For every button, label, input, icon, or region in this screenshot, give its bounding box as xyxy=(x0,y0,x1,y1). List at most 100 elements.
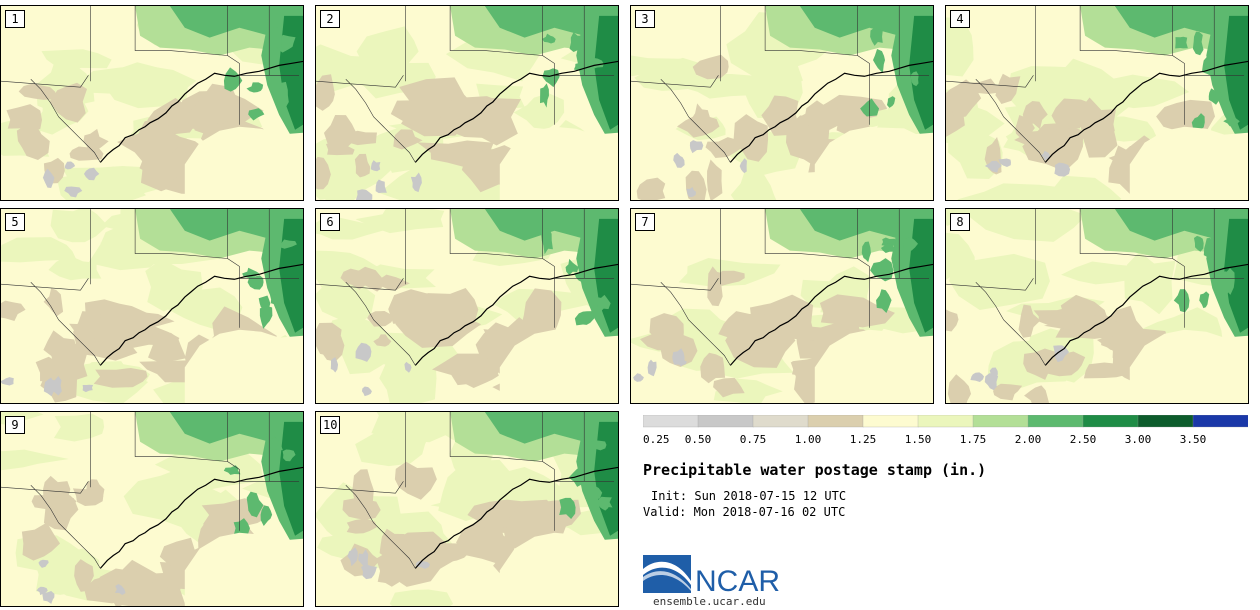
pw-contour-wet xyxy=(1192,31,1204,56)
member-panel: 7 xyxy=(630,208,934,404)
pw-contour-dry xyxy=(1083,362,1130,379)
member-panel: 6 xyxy=(315,208,619,404)
pw-contour-light xyxy=(325,315,393,375)
boundary-tx-la xyxy=(1172,258,1185,328)
pw-contour-dry xyxy=(1025,351,1050,369)
gulf-of-mexico xyxy=(814,329,933,403)
boundary-panhandle xyxy=(1079,209,1173,259)
pw-contour-very-dry xyxy=(647,359,657,377)
pw-contour-light xyxy=(1,237,77,263)
pw-contour-very-dry xyxy=(83,167,100,181)
pw-contour-very-wet xyxy=(1224,15,1248,130)
pw-contour-dry xyxy=(367,311,394,327)
texas-gulf-coast xyxy=(729,263,933,366)
pw-contour-dry xyxy=(1033,305,1101,327)
member-number: 3 xyxy=(635,10,655,28)
pw-contour-dry xyxy=(761,95,801,136)
pw-contour-wet xyxy=(259,306,273,329)
pw-contour-wet xyxy=(565,258,579,276)
pw-contour-dry xyxy=(316,329,345,362)
legend-swatch xyxy=(1027,415,1084,428)
pw-contour-light xyxy=(730,164,777,200)
pw-contour-dry xyxy=(83,128,109,152)
pw-contour-very-dry xyxy=(42,168,55,189)
pw-contour-wet xyxy=(584,482,603,501)
pw-contour-dry xyxy=(439,98,522,146)
pw-contour-dry xyxy=(1,300,26,321)
texas-gulf-coast xyxy=(99,263,303,366)
pw-contour-wet xyxy=(1208,88,1222,105)
legend-swatch xyxy=(972,415,1029,428)
pw-contour-dry xyxy=(636,177,666,200)
pw-contour-dry xyxy=(713,377,745,398)
texas-gulf-coast xyxy=(1044,60,1248,163)
pw-contour-wet xyxy=(279,239,297,249)
pw-contour-dry xyxy=(692,54,729,80)
pw-contour-wet xyxy=(247,275,264,290)
legend-swatch xyxy=(752,415,809,428)
member-number: 2 xyxy=(320,10,340,28)
boundary-texas-north xyxy=(946,75,1034,88)
pw-contour-wet xyxy=(1175,36,1188,49)
pw-contour-dry xyxy=(346,518,377,534)
pw-contour-dry xyxy=(1014,128,1086,157)
pw-contour-dry xyxy=(388,289,445,329)
pw-contour-dry xyxy=(379,528,408,562)
legend-tick-label: 1.25 xyxy=(850,433,877,445)
ncar-logo-swoosh xyxy=(643,561,691,585)
member-panel: 8 xyxy=(945,208,1249,404)
pw-contour-wet xyxy=(1217,271,1233,298)
pw-contour-very-dry xyxy=(673,152,685,168)
pw-contour-wet xyxy=(872,49,886,74)
pw-contour-light xyxy=(123,465,228,530)
member-number: 7 xyxy=(635,213,655,231)
pw-contour-light xyxy=(1022,175,1122,200)
ncar-logo-swoosh xyxy=(643,571,691,591)
pw-contour-wet xyxy=(269,436,283,451)
rio-grande-border xyxy=(975,282,1046,366)
rio-grande-border xyxy=(30,79,101,163)
pw-contour-dry xyxy=(93,367,148,388)
member-number: 9 xyxy=(5,416,25,434)
pw-contour-very-dry xyxy=(689,140,704,154)
texas-gulf-coast xyxy=(99,466,303,569)
pw-contour-wet xyxy=(559,497,576,519)
boundary-texas-north xyxy=(316,75,404,88)
pw-contour-wet xyxy=(881,237,896,248)
pw-contour-dry xyxy=(73,311,98,352)
pw-contour-dry xyxy=(54,345,88,380)
pw-contour-wet xyxy=(1203,237,1213,261)
pw-map xyxy=(631,209,933,403)
legend-tick-label: 1.75 xyxy=(960,433,987,445)
pw-contour-wet xyxy=(574,311,595,326)
init-time: Init: Sun 2018-07-15 12 UTC xyxy=(651,489,847,503)
pw-contour-light xyxy=(946,17,974,77)
boundary-texas-north xyxy=(631,278,719,291)
pw-contour-very-dry xyxy=(415,560,431,569)
legend-swatch xyxy=(1082,415,1139,428)
pw-contour-wet xyxy=(887,96,896,108)
member-number: 1 xyxy=(5,10,25,28)
pw-contour-dry xyxy=(430,543,469,563)
pw-contour-very-dry xyxy=(355,189,373,200)
pw-contour-dry xyxy=(316,156,331,190)
boundary-panhandle xyxy=(764,209,858,259)
member-panel: 5 xyxy=(0,208,304,404)
boundary-tx-la xyxy=(542,258,555,328)
texas-gulf-coast xyxy=(414,466,618,569)
pw-map xyxy=(946,6,1248,200)
pw-contour-dry xyxy=(1024,385,1050,403)
pw-contour-very-dry xyxy=(989,367,998,382)
boundary-texas-north xyxy=(1,278,89,291)
ncar-logo: NCAR xyxy=(643,555,780,595)
pw-contour-light xyxy=(755,64,803,88)
pw-contour-light xyxy=(389,589,454,606)
pw-contour-dry xyxy=(960,78,1004,94)
pw-contour-dry xyxy=(1015,114,1035,139)
pw-contour-very-dry xyxy=(42,591,55,604)
legend-swatch xyxy=(1137,415,1194,428)
pw-contour-dry xyxy=(43,288,64,316)
pw-contour-very-wet xyxy=(594,15,618,130)
pw-contour-very-dry xyxy=(64,186,83,198)
pw-contour-very-dry xyxy=(370,160,381,172)
